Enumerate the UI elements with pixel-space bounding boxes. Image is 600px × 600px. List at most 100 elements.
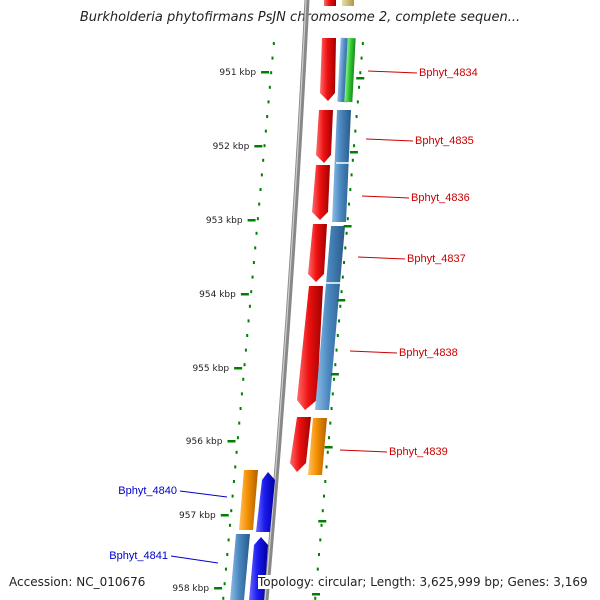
gene-4836-red xyxy=(312,165,330,220)
kbp-tick-label: 957 kbp xyxy=(179,511,216,521)
gene-label-right[interactable]: Bphyt_4836 xyxy=(411,192,470,204)
scale-dot xyxy=(333,377,336,381)
scale-dot xyxy=(356,100,359,104)
kbp-tick-mark-right xyxy=(312,593,321,596)
scale-dot xyxy=(248,304,251,308)
scale-dot xyxy=(224,567,227,571)
scale-dot xyxy=(234,465,237,469)
gene-4840-orange xyxy=(239,470,258,530)
scale-dot xyxy=(354,129,357,133)
kbp-tick-label: 951 kbp xyxy=(219,68,256,78)
scale-dot xyxy=(259,188,262,191)
scale-dot xyxy=(331,392,334,396)
scale-dot xyxy=(226,553,229,556)
map-title: Burkholderia phytofirmans PsJN chromosom… xyxy=(79,10,521,25)
gene-4834-red xyxy=(320,38,336,101)
scale-dot xyxy=(244,348,247,352)
gene-label-left[interactable]: Bphyt_4840 xyxy=(118,485,177,497)
gene-label-right[interactable]: Bphyt_4834 xyxy=(419,67,478,79)
scale-dot xyxy=(324,480,327,483)
kbp-tick-mark xyxy=(227,440,236,443)
scale-dot xyxy=(268,85,271,89)
scale-dot xyxy=(336,334,339,337)
scale-dot xyxy=(272,42,275,45)
scale-dot xyxy=(361,42,364,45)
kbp-tick-mark xyxy=(247,219,256,222)
scale-dot xyxy=(319,538,322,542)
scale-dot xyxy=(348,202,351,206)
gene-4840-blue xyxy=(256,472,275,532)
scale-dot xyxy=(334,363,337,367)
kbp-tick-label: 952 kbp xyxy=(213,142,250,152)
gene-label-right[interactable]: Bphyt_4839 xyxy=(389,446,448,458)
kbp-tick-mark xyxy=(234,367,243,370)
scale-track-left xyxy=(222,42,275,600)
scale-dot xyxy=(353,144,356,148)
scale-dot xyxy=(228,523,231,527)
kbp-tick-mark xyxy=(220,514,229,517)
gene-leader-line xyxy=(349,350,398,354)
scale-dot xyxy=(340,290,343,294)
kbp-tick-mark xyxy=(254,145,263,148)
gene-leader-line xyxy=(170,555,219,564)
gene-label-right[interactable]: Bphyt_4835 xyxy=(415,135,474,147)
scale-dot xyxy=(235,450,238,454)
scale-dot xyxy=(358,85,361,89)
scale-dot xyxy=(251,275,254,279)
scale-dot xyxy=(242,377,245,381)
gene-4839-red xyxy=(290,417,311,472)
kbp-tick-mark-right xyxy=(337,299,346,302)
scale-dot xyxy=(262,158,265,162)
scale-dot xyxy=(260,173,263,177)
chromosome-backbone-highlight xyxy=(264,0,307,600)
gene-4835-red xyxy=(316,110,333,163)
scale-dot xyxy=(349,188,352,191)
scale-dot xyxy=(247,319,250,323)
gene-4838-red xyxy=(297,286,323,410)
scale-dot xyxy=(338,319,341,323)
scale-dot xyxy=(330,407,333,410)
scale-dot xyxy=(326,450,329,454)
scale-dot xyxy=(227,538,230,542)
scale-dot xyxy=(222,596,225,600)
kbp-tick-mark-right xyxy=(349,151,358,154)
scale-dot xyxy=(314,596,317,600)
scale-dot xyxy=(230,509,233,513)
scale-dot xyxy=(321,509,324,513)
scale-dot xyxy=(236,436,239,440)
gene-label-right[interactable]: Bphyt_4837 xyxy=(407,253,466,265)
scale-dot xyxy=(339,304,342,308)
gene-leader-line xyxy=(365,138,414,142)
scale-dot xyxy=(258,202,261,206)
gene-leader-line xyxy=(179,490,228,498)
gene-label-left[interactable]: Bphyt_4841 xyxy=(109,550,168,562)
kbp-tick-label: 956 kbp xyxy=(186,437,223,447)
scale-dot xyxy=(316,567,319,571)
gene-label-right[interactable]: Bphyt_4838 xyxy=(399,347,458,359)
kbp-tick-mark-right xyxy=(324,446,333,449)
gene-partial-top-khaki xyxy=(342,0,354,6)
scale-dot xyxy=(223,582,226,586)
gene-labels: Bphyt_4834 Bphyt_4835 Bphyt_4836 Bphyt_4837… xyxy=(109,67,478,564)
scale-dot xyxy=(323,494,326,498)
scale-dot xyxy=(318,553,321,556)
gene-leader-line xyxy=(367,70,418,74)
scale-dot xyxy=(232,480,235,483)
gene-4835-4836-steel xyxy=(332,110,351,222)
topology-label: Topology: circular; Length: 3,625,999 bp… xyxy=(258,575,588,589)
gene-leader-line xyxy=(339,449,388,453)
gene-leader-line xyxy=(361,195,410,199)
scale-dot xyxy=(271,56,274,60)
kbp-tick-mark-right xyxy=(318,520,327,523)
scale-dot xyxy=(252,261,255,264)
scale-dot xyxy=(320,523,323,527)
accession-label: Accession: NC_010676 xyxy=(9,575,146,589)
scale-dot xyxy=(266,115,269,118)
kbp-tick-mark-right xyxy=(330,373,339,376)
scale-dot xyxy=(250,290,253,294)
scale-dot xyxy=(341,275,344,279)
gene-leader-line xyxy=(357,256,406,260)
kbp-tick-mark-right xyxy=(343,225,352,228)
scale-dot xyxy=(351,158,354,162)
gene-4841-steel xyxy=(230,534,250,600)
